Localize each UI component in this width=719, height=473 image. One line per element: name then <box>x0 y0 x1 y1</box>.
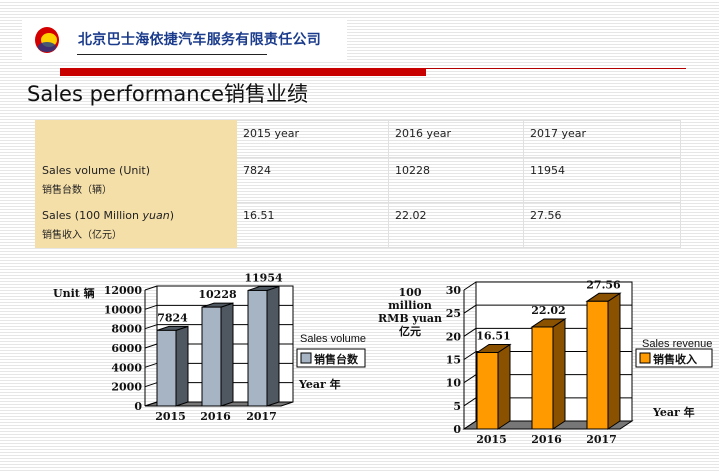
x-tick-label: 2017 <box>586 433 617 446</box>
x-tick-label: 2017 <box>246 410 277 423</box>
gridline-side <box>144 362 158 368</box>
row-label: Sales (100 Million yuan) 销售收入（亿元） <box>35 202 237 248</box>
company-logo-icon <box>35 27 59 53</box>
bar-2015 <box>156 329 177 407</box>
gridline-side <box>463 420 477 430</box>
bar-2017 <box>247 289 268 407</box>
bar-side <box>552 318 566 430</box>
y-axis-label: million <box>388 299 432 312</box>
x-tick-label: 2015 <box>155 410 186 423</box>
data-label: 16.51 <box>476 330 510 343</box>
bar-side <box>266 285 280 407</box>
x-axis-label: Year 年 <box>298 377 341 391</box>
sales-table: 2015 year 2016 year 2017 year Sales volu… <box>35 120 681 248</box>
header-cell: 2016 year <box>388 120 524 158</box>
y-tick-label: 6000 <box>111 342 142 355</box>
y-tick-label: 10000 <box>104 303 143 316</box>
gridline-side <box>463 327 477 337</box>
company-name: 北京巴士海依捷汽车服务有限责任公司 <box>78 32 322 48</box>
table-row: Sales (100 Million yuan) 销售收入（亿元） 16.51 2… <box>35 202 681 248</box>
bar-2016 <box>531 326 554 430</box>
row-label-en: Sales (100 Million yuan) <box>42 209 174 222</box>
table-header-row: 2015 year 2016 year 2017 year <box>35 120 681 158</box>
table-cell: 27.56 <box>523 202 681 248</box>
bar-side <box>220 302 234 407</box>
bar-2016 <box>201 306 222 407</box>
header-cell: 2017 year <box>523 120 681 158</box>
legend-box <box>296 348 366 368</box>
legend-box <box>635 348 713 368</box>
y-axis-label: 100 <box>399 286 422 299</box>
y-tick-label: 20 <box>446 330 462 343</box>
gridline-side <box>463 397 477 407</box>
y-tick-label: 30 <box>446 284 462 297</box>
legend-title: Sales volume <box>300 333 366 345</box>
gridline-side <box>463 281 477 291</box>
legend-label: 销售收入 <box>653 352 697 366</box>
gridline-side <box>144 382 158 388</box>
data-label: 11954 <box>244 271 283 284</box>
y-axis-label: Unit 辆 <box>53 286 95 300</box>
legend-swatch <box>639 352 651 364</box>
row-label: Sales volume (Unit) 销售台数（辆） <box>35 157 237 203</box>
red-accent-line <box>426 68 686 69</box>
x-tick-label: 2016 <box>531 433 562 446</box>
y-tick-label: 10 <box>446 377 462 390</box>
y-tick-label: 15 <box>446 354 461 367</box>
x-axis-label: Year 年 <box>652 405 695 419</box>
data-label: 10228 <box>198 288 237 301</box>
gridline-side <box>144 401 158 407</box>
bar-2015 <box>476 352 499 430</box>
row-label-cn: 销售台数（辆） <box>42 185 112 196</box>
table-cell: 10228 <box>388 157 524 203</box>
x-tick-label: 2016 <box>200 410 231 423</box>
y-axis-label: RMB yuan <box>378 312 442 325</box>
data-label: 7824 <box>157 311 188 324</box>
y-tick-label: 2000 <box>111 381 142 394</box>
y-tick-label: 4000 <box>111 361 142 374</box>
page-title: Sales performance销售业绩 <box>27 82 309 106</box>
y-tick-label: 5 <box>453 400 461 413</box>
x-tick-label: 2015 <box>476 433 507 446</box>
logo-banner: 北京巴士海依捷汽车服务有限责任公司 <box>22 20 347 60</box>
y-tick-label: 12000 <box>104 284 143 297</box>
gridline-side <box>144 304 158 310</box>
gridline-side <box>144 324 158 330</box>
y-tick-label: 8000 <box>111 323 142 336</box>
y-axis-label: 亿元 <box>399 324 421 338</box>
row-label-en: Sales volume (Unit) <box>42 164 150 177</box>
logo-underline <box>77 54 267 55</box>
bar-2017 <box>586 300 609 430</box>
y-tick-label: 25 <box>446 307 461 320</box>
y-tick-label: 0 <box>453 423 461 436</box>
bar-side <box>175 325 189 407</box>
gridline-side <box>144 285 158 291</box>
legend-title: Sales revenue <box>642 338 712 350</box>
gridline-side <box>463 351 477 360</box>
gridline-side <box>463 374 477 384</box>
gridline-side <box>463 304 477 314</box>
legend-swatch <box>300 352 312 364</box>
legend-label: 销售台数 <box>314 352 359 366</box>
table-row: Sales volume (Unit) 销售台数（辆） 7824 10228 11… <box>35 157 681 203</box>
bar-side <box>497 343 511 430</box>
gridline-side <box>144 343 158 349</box>
data-label: 27.56 <box>586 278 621 291</box>
bar-side <box>607 292 621 430</box>
red-accent-bar <box>60 68 426 76</box>
row-label-cn: 销售收入（亿元） <box>42 230 122 241</box>
y-tick-label: 0 <box>134 400 142 413</box>
table-cell: 16.51 <box>236 202 389 248</box>
data-label: 22.02 <box>531 304 565 317</box>
